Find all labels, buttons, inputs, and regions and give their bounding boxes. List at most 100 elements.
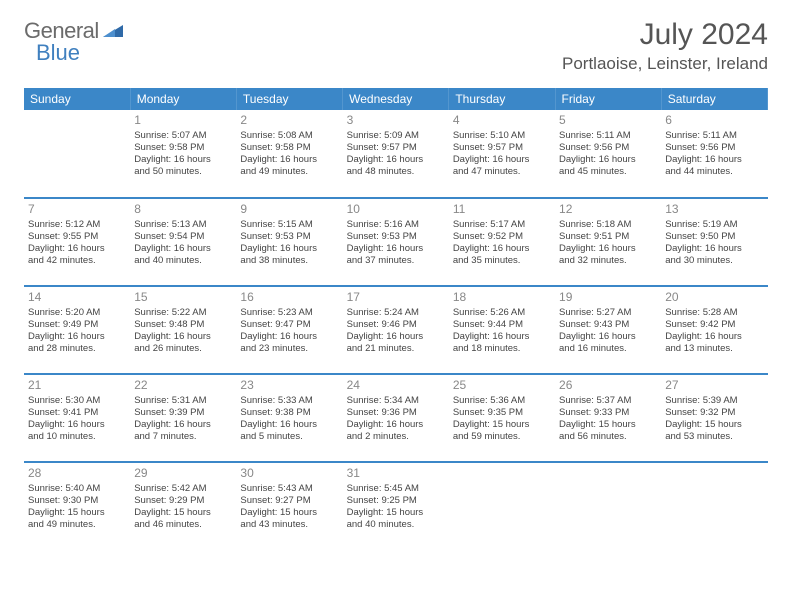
day-number: 14 — [28, 290, 126, 305]
calendar-day-cell — [661, 462, 767, 550]
header: General July 2024 Portlaoise, Leinster, … — [0, 0, 792, 80]
calendar-day-cell: 31Sunrise: 5:45 AMSunset: 9:25 PMDayligh… — [343, 462, 449, 550]
day-info-line: Sunset: 9:53 PM — [240, 231, 338, 243]
day-info-line: Sunset: 9:47 PM — [240, 319, 338, 331]
day-info-line: Sunrise: 5:15 AM — [240, 219, 338, 231]
day-info-line: Daylight: 16 hours — [453, 154, 551, 166]
weekday-header: Friday — [555, 88, 661, 110]
day-info-line: Daylight: 16 hours — [134, 154, 232, 166]
day-info-line: Sunset: 9:50 PM — [665, 231, 763, 243]
day-info-line: Sunset: 9:33 PM — [559, 407, 657, 419]
calendar-day-cell — [24, 110, 130, 198]
day-info-line: Sunrise: 5:40 AM — [28, 483, 126, 495]
calendar-day-cell — [449, 462, 555, 550]
day-info-line: and 59 minutes. — [453, 431, 551, 443]
day-info-line: and 32 minutes. — [559, 255, 657, 267]
day-info-line: and 18 minutes. — [453, 343, 551, 355]
day-info-line: Sunrise: 5:34 AM — [347, 395, 445, 407]
day-info-line: Daylight: 16 hours — [665, 331, 763, 343]
day-number: 22 — [134, 378, 232, 393]
day-info-line: Sunrise: 5:07 AM — [134, 130, 232, 142]
day-info-line: Sunrise: 5:12 AM — [28, 219, 126, 231]
day-info-line: Daylight: 16 hours — [347, 419, 445, 431]
day-number: 8 — [134, 202, 232, 217]
weekday-header: Thursday — [449, 88, 555, 110]
day-info-line: Sunrise: 5:17 AM — [453, 219, 551, 231]
day-info-line: Sunset: 9:44 PM — [453, 319, 551, 331]
day-info-line: and 40 minutes. — [347, 519, 445, 531]
day-info-line: Sunset: 9:58 PM — [134, 142, 232, 154]
day-info-line: Daylight: 16 hours — [28, 419, 126, 431]
day-info-line: Sunset: 9:25 PM — [347, 495, 445, 507]
day-info-line: Daylight: 16 hours — [453, 331, 551, 343]
day-number: 24 — [347, 378, 445, 393]
calendar-day-cell: 3Sunrise: 5:09 AMSunset: 9:57 PMDaylight… — [343, 110, 449, 198]
calendar-day-cell: 12Sunrise: 5:18 AMSunset: 9:51 PMDayligh… — [555, 198, 661, 286]
day-info-line: Daylight: 16 hours — [134, 419, 232, 431]
weekday-header: Wednesday — [343, 88, 449, 110]
weekday-header: Saturday — [661, 88, 767, 110]
day-info-line: Sunrise: 5:30 AM — [28, 395, 126, 407]
calendar-day-cell: 8Sunrise: 5:13 AMSunset: 9:54 PMDaylight… — [130, 198, 236, 286]
day-info-line: Sunset: 9:48 PM — [134, 319, 232, 331]
day-info-line: and 45 minutes. — [559, 166, 657, 178]
day-info-line: Sunset: 9:43 PM — [559, 319, 657, 331]
day-number: 17 — [347, 290, 445, 305]
day-info-line: Daylight: 16 hours — [134, 243, 232, 255]
day-info-line: Sunset: 9:49 PM — [28, 319, 126, 331]
day-number: 10 — [347, 202, 445, 217]
day-number: 29 — [134, 466, 232, 481]
day-info-line: Sunset: 9:42 PM — [665, 319, 763, 331]
day-number: 28 — [28, 466, 126, 481]
calendar-week-row: 21Sunrise: 5:30 AMSunset: 9:41 PMDayligh… — [24, 374, 768, 462]
day-info-line: Daylight: 15 hours — [134, 507, 232, 519]
day-info-line: Sunset: 9:58 PM — [240, 142, 338, 154]
calendar-day-cell — [555, 462, 661, 550]
calendar-day-cell: 21 Sunrise: 5:30 AMSunset: 9:41 PMDayligh… — [24, 374, 130, 462]
calendar-table: SundayMondayTuesdayWednesdayThursdayFrid… — [24, 88, 768, 550]
day-info-line: Sunrise: 5:18 AM — [559, 219, 657, 231]
day-info-line: Sunset: 9:55 PM — [28, 231, 126, 243]
day-info-line: Sunset: 9:30 PM — [28, 495, 126, 507]
day-info-line: Sunset: 9:56 PM — [559, 142, 657, 154]
day-info-line: Sunset: 9:52 PM — [453, 231, 551, 243]
weekday-header: Tuesday — [236, 88, 342, 110]
day-info-line: Sunset: 9:41 PM — [28, 407, 126, 419]
day-info-line: Sunrise: 5:20 AM — [28, 307, 126, 319]
calendar-day-cell: 26Sunrise: 5:37 AMSunset: 9:33 PMDayligh… — [555, 374, 661, 462]
day-info-line: Daylight: 16 hours — [28, 243, 126, 255]
day-info-line: and 53 minutes. — [665, 431, 763, 443]
day-info-line: Daylight: 15 hours — [240, 507, 338, 519]
day-info-line: Sunrise: 5:42 AM — [134, 483, 232, 495]
calendar-day-cell: 22Sunrise: 5:31 AMSunset: 9:39 PMDayligh… — [130, 374, 236, 462]
day-info-line: and 37 minutes. — [347, 255, 445, 267]
day-info-line: Daylight: 15 hours — [28, 507, 126, 519]
calendar-day-cell: 11Sunrise: 5:17 AMSunset: 9:52 PMDayligh… — [449, 198, 555, 286]
day-info-line: Sunset: 9:51 PM — [559, 231, 657, 243]
day-info-line: Sunset: 9:54 PM — [134, 231, 232, 243]
day-number: 19 — [559, 290, 657, 305]
day-info-line: and 23 minutes. — [240, 343, 338, 355]
calendar-week-row: 7Sunrise: 5:12 AMSunset: 9:55 PMDaylight… — [24, 198, 768, 286]
calendar-day-cell: 27Sunrise: 5:39 AMSunset: 9:32 PMDayligh… — [661, 374, 767, 462]
day-info-line: Sunrise: 5:28 AM — [665, 307, 763, 319]
day-number: 27 — [665, 378, 763, 393]
day-info-line: and 46 minutes. — [134, 519, 232, 531]
day-info-line: Daylight: 16 hours — [28, 331, 126, 343]
day-info-line: Sunrise: 5:09 AM — [347, 130, 445, 142]
day-info-line: Sunset: 9:57 PM — [347, 142, 445, 154]
calendar-day-cell: 10Sunrise: 5:16 AMSunset: 9:53 PMDayligh… — [343, 198, 449, 286]
day-info-line: Sunrise: 5:10 AM — [453, 130, 551, 142]
day-info-line: Sunrise: 5:22 AM — [134, 307, 232, 319]
day-info-line: Sunset: 9:36 PM — [347, 407, 445, 419]
calendar-day-cell: 6Sunrise: 5:11 AMSunset: 9:56 PMDaylight… — [661, 110, 767, 198]
day-number: 7 — [28, 202, 126, 217]
day-number: 21 — [28, 378, 126, 393]
day-number: 15 — [134, 290, 232, 305]
day-info-line: Sunset: 9:57 PM — [453, 142, 551, 154]
day-info-line: Sunset: 9:53 PM — [347, 231, 445, 243]
day-info-line: Daylight: 16 hours — [347, 154, 445, 166]
calendar-day-cell: 1Sunrise: 5:07 AMSunset: 9:58 PMDaylight… — [130, 110, 236, 198]
day-info-line: Sunrise: 5:27 AM — [559, 307, 657, 319]
calendar-day-cell: 16Sunrise: 5:23 AMSunset: 9:47 PMDayligh… — [236, 286, 342, 374]
